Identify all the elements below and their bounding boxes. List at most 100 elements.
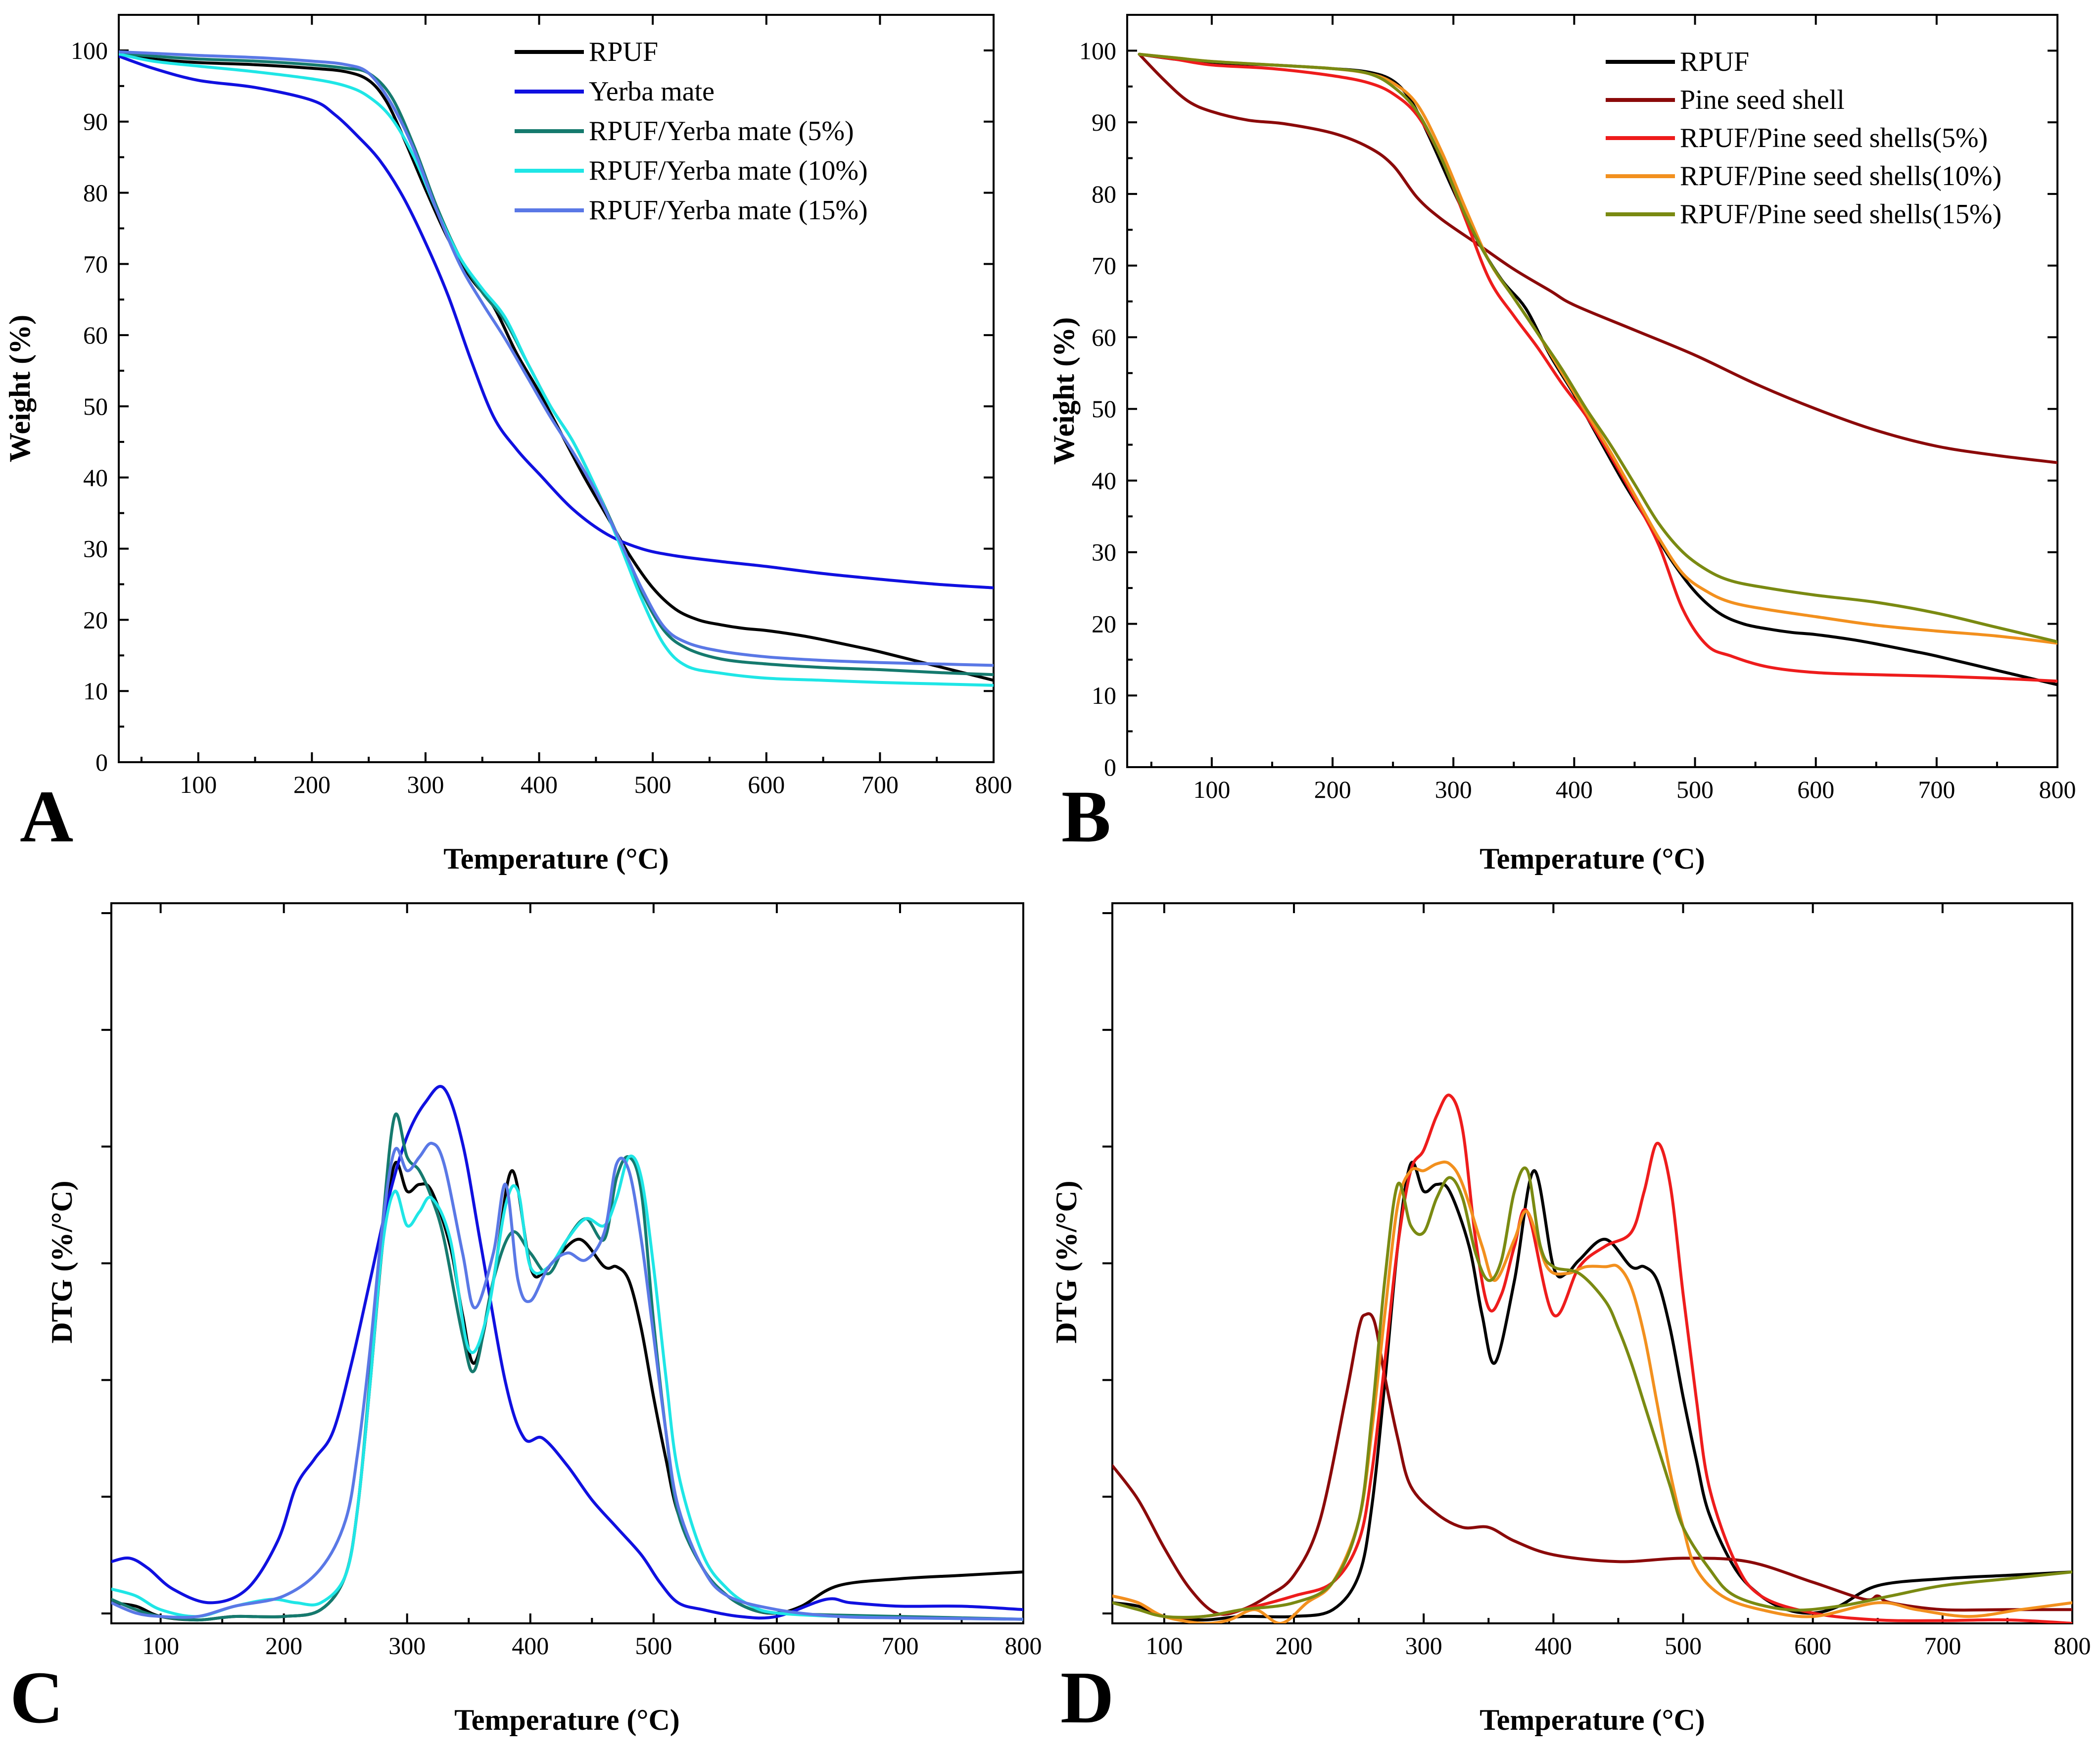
y-tick-label-b-0: 0 — [1104, 753, 1116, 781]
x-tick-label-b-700: 700 — [1918, 776, 1955, 803]
series-a-rpuf — [119, 52, 994, 682]
legend-label-b-rpuf-pine-seed-shells-10: RPUF/Pine seed shells(10%) — [1680, 161, 2002, 192]
x-tick-label-a-300: 300 — [407, 771, 444, 798]
x-tick-label-a-200: 200 — [293, 771, 331, 798]
y-tick-label-b-30: 30 — [1092, 538, 1116, 566]
x-tick-label-b-200: 200 — [1314, 776, 1351, 803]
x-tick-label-b-400: 400 — [1556, 776, 1593, 803]
legend-label-a-rpuf-yerba-mate-15: RPUF/Yerba mate (15%) — [589, 195, 868, 226]
x-tick-label-d-200: 200 — [1276, 1632, 1313, 1659]
x-tick-label-b-800: 800 — [2039, 776, 2076, 803]
x-tick-label-a-400: 400 — [521, 771, 558, 798]
series-c-rpuf-yerba-mate-15 — [111, 1141, 1023, 1621]
y-tick-label-a-60: 60 — [83, 321, 108, 349]
legend-label-b-rpuf: RPUF — [1680, 47, 1749, 77]
x-tick-label-b-600: 600 — [1797, 776, 1834, 803]
x-tick-label-c-600: 600 — [758, 1632, 795, 1659]
x-tick-label-b-300: 300 — [1435, 776, 1472, 803]
x-axis-title-c: Temperature (°C) — [454, 1704, 680, 1736]
x-tick-label-a-800: 800 — [975, 771, 1012, 798]
x-tick-label-a-700: 700 — [861, 771, 899, 798]
panel-letter-b: B — [1061, 776, 1111, 858]
x-tick-label-d-500: 500 — [1665, 1632, 1702, 1659]
series-group-a — [119, 50, 994, 687]
x-axis-title-a: Temperature (°C) — [443, 842, 669, 875]
y-tick-label-b-20: 20 — [1092, 610, 1116, 637]
x-tick-label-b-500: 500 — [1676, 776, 1714, 803]
x-tick-label-c-400: 400 — [512, 1632, 549, 1659]
x-tick-label-c-700: 700 — [881, 1632, 918, 1659]
legend-label-a-rpuf: RPUF — [589, 37, 658, 67]
y-tick-label-a-20: 20 — [83, 606, 108, 634]
series-b-rpuf-pine-seed-shells-5 — [1138, 52, 2057, 683]
x-tick-label-c-100: 100 — [142, 1632, 179, 1659]
x-tick-label-b-100: 100 — [1193, 776, 1230, 803]
x-tick-label-a-600: 600 — [748, 771, 785, 798]
plot-frame-d — [1111, 902, 2073, 1624]
legend-label-b-rpuf-pine-seed-shells-15: RPUF/Pine seed shells(15%) — [1680, 199, 2002, 230]
legend-a: RPUF Yerba mate RPUF/Yerba mate (5%) RPUF/Y… — [515, 37, 868, 226]
legend-label-a-yerba-mate: Yerba mate — [589, 76, 715, 107]
y-tick-label-b-70: 70 — [1092, 252, 1116, 280]
series-d-pine-seed-shell — [1112, 1312, 2072, 1616]
x-tick-label-c-300: 300 — [388, 1632, 426, 1659]
x-tick-label-d-700: 700 — [1924, 1632, 1961, 1659]
x-tick-label-d-300: 300 — [1405, 1632, 1442, 1659]
x-tick-label-a-100: 100 — [180, 771, 217, 798]
legend-label-a-rpuf-yerba-mate-10: RPUF/Yerba mate (10%) — [589, 155, 868, 186]
series-d-rpuf — [1112, 1161, 2072, 1622]
y-tick-label-b-90: 90 — [1092, 108, 1116, 136]
panel-letter-a: A — [20, 776, 73, 858]
y-axis-title-d: DTG (%/°C) — [1050, 1181, 1083, 1344]
panel-letter-c: C — [10, 1657, 63, 1739]
x-tick-label-d-400: 400 — [1535, 1632, 1572, 1659]
y-tick-label-a-100: 100 — [71, 37, 108, 64]
series-group-d — [1112, 1093, 2072, 1623]
x-tick-label-a-500: 500 — [634, 771, 671, 798]
series-b-rpuf-pine-seed-shells-15 — [1138, 52, 2057, 643]
plot-frame-b — [1126, 14, 2058, 768]
y-tick-label-b-100: 100 — [1079, 37, 1116, 64]
x-tick-label-c-200: 200 — [265, 1632, 302, 1659]
legend-label-a-rpuf-yerba-mate-5: RPUF/Yerba mate (5%) — [589, 116, 854, 146]
legend-label-b-pine-seed-shell: Pine seed shell — [1680, 85, 1845, 115]
x-tick-label-c-500: 500 — [635, 1632, 672, 1659]
plot-frame-c — [110, 902, 1024, 1624]
series-b-pine-seed-shell — [1138, 52, 2057, 464]
plot-frame-a — [118, 14, 995, 763]
y-tick-label-a-90: 90 — [83, 108, 108, 136]
series-group-b — [1138, 52, 2057, 686]
y-tick-label-a-10: 10 — [83, 677, 108, 705]
y-axis-title-b: Weight (%) — [1048, 317, 1080, 465]
y-tick-label-a-50: 50 — [83, 392, 108, 420]
series-a-yerba-mate — [119, 54, 994, 589]
y-tick-label-b-60: 60 — [1092, 323, 1116, 351]
panel-b: 100 200 300 400 500 600 700 800 0 10 20 30 40 50 60 70 8… — [1048, 14, 2076, 875]
y-axis-title-c: DTG (%/°C) — [46, 1181, 78, 1344]
panel-c: 100 200 300 400 500 600 700 800 Temperature (°C)… — [10, 902, 1042, 1739]
series-a-rpuf-yerba-mate-10 — [119, 52, 994, 687]
series-a-rpuf-yerba-mate-5 — [119, 51, 994, 677]
series-c-rpuf-yerba-mate-10 — [111, 1154, 1023, 1621]
y-tick-label-b-80: 80 — [1092, 180, 1116, 208]
y-tick-label-b-40: 40 — [1092, 467, 1116, 494]
panel-d: 100 200 300 400 500 600 700 800 Temperature (°C)… — [1050, 902, 2091, 1739]
series-c-yerba-mate — [111, 1085, 1023, 1620]
series-group-c — [111, 1085, 1023, 1622]
x-tick-label-c-800: 800 — [1005, 1632, 1042, 1659]
y-tick-label-a-30: 30 — [83, 535, 108, 563]
series-d-rpuf-pine-seed-shells-15 — [1112, 1166, 2072, 1619]
series-d-rpuf-pine-seed-shells-5 — [1112, 1093, 2072, 1623]
legend-b: RPUF Pine seed shell RPUF/Pine seed shells… — [1606, 47, 2002, 230]
x-axis-title-d: Temperature (°C) — [1480, 1704, 1705, 1736]
y-tick-label-a-80: 80 — [83, 179, 108, 207]
y-tick-label-b-50: 50 — [1092, 395, 1116, 423]
series-d-rpuf-pine-seed-shells-10 — [1112, 1160, 2072, 1623]
x-axis-title-b: Temperature (°C) — [1480, 842, 1705, 875]
series-c-rpuf — [111, 1161, 1023, 1622]
panel-a: 100 200 300 400 500 600 700 800 0 10 20 30 40 50 60 70 8… — [3, 14, 1012, 875]
panel-letter-d: D — [1060, 1657, 1114, 1739]
y-axis-title-a: Weight (%) — [3, 315, 36, 462]
x-tick-label-d-100: 100 — [1145, 1632, 1183, 1659]
y-tick-label-b-10: 10 — [1092, 682, 1116, 709]
